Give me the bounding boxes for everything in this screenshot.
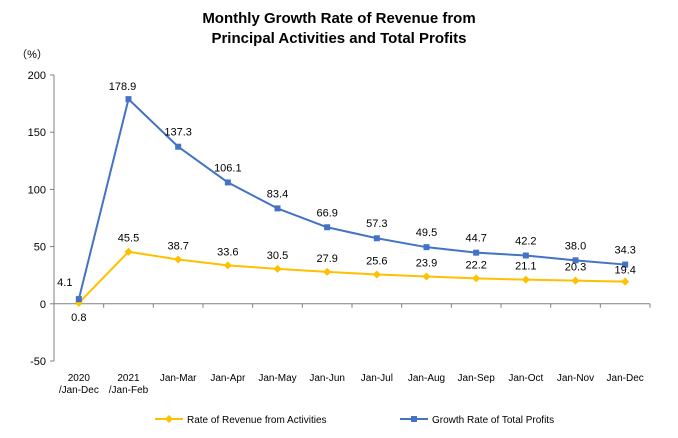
data-point-revenue bbox=[372, 270, 381, 279]
data-point-profits bbox=[125, 96, 132, 103]
data-point-profits bbox=[572, 257, 579, 264]
legend-label: Rate of Revenue from Activities bbox=[187, 415, 327, 426]
data-label-revenue: 19.4 bbox=[614, 265, 635, 277]
data-point-profits bbox=[175, 143, 182, 150]
data-point-profits bbox=[324, 224, 331, 231]
data-point-profits bbox=[224, 179, 231, 186]
data-label-revenue: 38.7 bbox=[167, 241, 188, 253]
x-tick-label: Jan-Sep bbox=[458, 373, 496, 384]
data-point-revenue bbox=[124, 247, 133, 256]
x-tick-label: Jan-Nov bbox=[557, 373, 594, 384]
data-point-profits bbox=[423, 244, 430, 251]
data-label-revenue: 0.8 bbox=[71, 312, 86, 324]
data-label-revenue: 22.2 bbox=[465, 259, 486, 271]
data-label-revenue: 23.9 bbox=[416, 257, 437, 269]
data-label-profits: 34.3 bbox=[614, 245, 635, 257]
data-label-profits: 4.1 bbox=[57, 277, 72, 289]
x-tick-label: Jan-Apr bbox=[210, 373, 246, 384]
data-label-revenue: 33.6 bbox=[217, 246, 238, 258]
data-point-profits bbox=[373, 235, 380, 242]
data-label-profits: 83.4 bbox=[267, 188, 288, 200]
y-tick-label: 50 bbox=[34, 242, 46, 254]
data-label-profits: 42.2 bbox=[515, 236, 536, 248]
data-label-profits: 38.0 bbox=[565, 240, 586, 252]
data-point-profits bbox=[274, 205, 281, 212]
data-point-profits bbox=[473, 249, 480, 256]
x-tick-label: /Jan-Feb bbox=[109, 385, 149, 396]
data-point-revenue bbox=[273, 264, 282, 273]
data-label-profits: 49.5 bbox=[416, 227, 437, 239]
x-tick-label: Jan-Jun bbox=[309, 373, 345, 384]
data-point-revenue bbox=[323, 267, 332, 276]
series-line-revenue bbox=[78, 250, 626, 304]
x-tick-label: Jan-May bbox=[258, 373, 296, 384]
x-tick-label: /Jan-Dec bbox=[59, 385, 99, 396]
data-label-profits: 66.9 bbox=[316, 207, 337, 219]
legend-item-revenue: Rate of Revenue from Activities bbox=[155, 415, 327, 426]
legend-label: Growth Rate of Total Profits bbox=[432, 415, 554, 426]
chart-title: Monthly Growth Rate of Revenue from Prin… bbox=[0, 9, 678, 49]
data-point-revenue bbox=[621, 277, 630, 286]
y-tick-label: 0 bbox=[40, 299, 46, 311]
data-label-revenue: 27.9 bbox=[316, 253, 337, 265]
x-tick-label: Jan-Dec bbox=[607, 373, 644, 384]
data-point-revenue bbox=[521, 275, 530, 284]
y-axis-label: （%） bbox=[16, 48, 48, 61]
data-label-profits: 44.7 bbox=[465, 233, 486, 245]
x-tick-label: Jan-Jul bbox=[361, 373, 393, 384]
data-point-revenue bbox=[174, 255, 183, 264]
data-point-profits bbox=[75, 296, 82, 303]
data-label-revenue: 20.3 bbox=[565, 262, 586, 274]
data-point-profits bbox=[622, 261, 629, 268]
y-tick-label: 200 bbox=[28, 70, 46, 82]
legend-swatch-marker bbox=[165, 415, 173, 423]
x-tick-label: Jan-Aug bbox=[408, 373, 445, 384]
data-label-profits: 106.1 bbox=[214, 162, 242, 174]
chart-title-line-1: Monthly Growth Rate of Revenue from bbox=[202, 10, 476, 27]
data-label-revenue: 21.1 bbox=[515, 261, 536, 273]
data-point-revenue bbox=[223, 261, 232, 270]
data-point-revenue bbox=[571, 276, 580, 285]
legend-item-profits: Growth Rate of Total Profits bbox=[400, 415, 554, 426]
data-point-revenue bbox=[472, 274, 481, 283]
y-tick-label: -50 bbox=[30, 356, 46, 368]
x-tick-label: Jan-Mar bbox=[160, 373, 197, 384]
x-tick-label: 2021 bbox=[117, 373, 140, 384]
x-tick-label: 2020 bbox=[68, 373, 91, 384]
legend-swatch-marker bbox=[411, 416, 417, 422]
x-tick-label: Jan-Oct bbox=[508, 373, 543, 384]
y-tick-label: 150 bbox=[28, 127, 46, 139]
chart-title-line-2: Principal Activities and Total Profits bbox=[211, 30, 467, 47]
data-label-profits: 57.3 bbox=[366, 218, 387, 230]
data-label-profits: 178.9 bbox=[109, 81, 137, 93]
series-line-profits bbox=[77, 98, 626, 300]
data-label-revenue: 30.5 bbox=[267, 250, 288, 262]
data-label-profits: 137.3 bbox=[164, 127, 192, 139]
y-tick-label: 100 bbox=[28, 184, 46, 196]
data-label-revenue: 45.5 bbox=[118, 233, 139, 245]
data-point-profits bbox=[522, 252, 529, 259]
data-point-revenue bbox=[422, 272, 431, 281]
data-label-revenue: 25.6 bbox=[366, 256, 387, 268]
